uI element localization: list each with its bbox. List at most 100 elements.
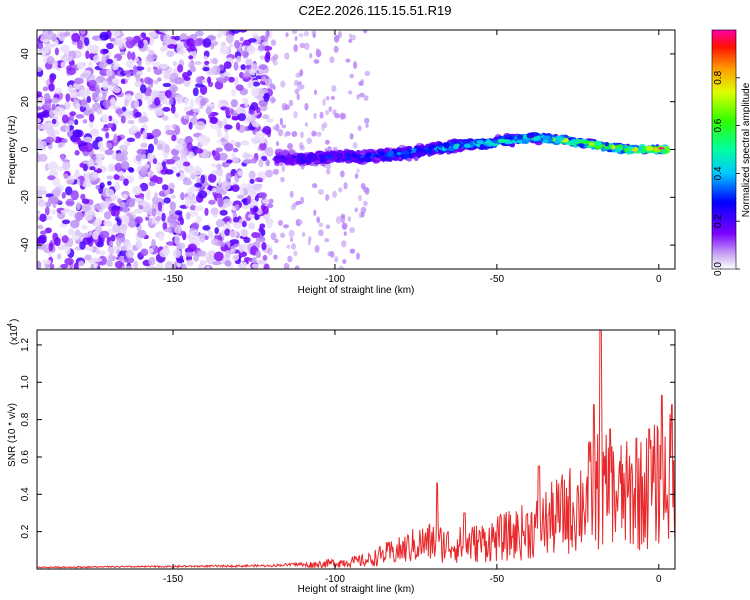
spectrogram-panel: -150 -100 -50 0 -40 -20 0 20 40 Height of straig… bbox=[7, 29, 676, 296]
spectrogram-noise-cell bbox=[287, 142, 294, 150]
spectrogram-noise-cell bbox=[251, 257, 257, 264]
spectrogram-ridge-cell bbox=[660, 148, 669, 155]
spectrogram-noise-cell bbox=[74, 119, 79, 126]
spectrogram-noise-cell bbox=[257, 44, 266, 52]
spectrogram-noise-cell bbox=[162, 106, 171, 112]
spectrogram-noise-cell bbox=[219, 209, 228, 216]
spectrogram-noise-cell bbox=[82, 119, 88, 124]
spectrogram-noise-cell bbox=[259, 223, 266, 229]
spectrogram-noise-cell bbox=[120, 245, 127, 252]
snr-y-tick-label: 1.0 bbox=[20, 375, 31, 389]
spectrogram-noise-cell bbox=[295, 200, 302, 205]
spectrogram-ridge-cell bbox=[485, 140, 493, 144]
spectrogram-noise-cell bbox=[286, 244, 291, 249]
spectrogram-noise-cell bbox=[199, 98, 207, 107]
spectrogram-noise-cell bbox=[125, 36, 134, 41]
spectrogram-noise-cell bbox=[225, 159, 233, 164]
spectrogram-noise-cell bbox=[147, 97, 153, 106]
spectrogram-noise-cell bbox=[164, 169, 174, 175]
spectrogram-noise-cell bbox=[107, 180, 112, 186]
spectrogram-noise-cell bbox=[192, 87, 199, 97]
spectrogram-noise-cell bbox=[176, 137, 186, 145]
spectrogram-noise-cell bbox=[210, 207, 219, 215]
spectrogram-noise-cell bbox=[304, 102, 309, 111]
spectrogram-noise-cell bbox=[216, 132, 223, 138]
spectrogram-noise-cell bbox=[68, 209, 76, 217]
spectrogram-noise-cell bbox=[68, 120, 74, 125]
spectrogram-noise-cell bbox=[76, 202, 81, 210]
spectrogram-noise-cell bbox=[132, 185, 142, 196]
spectrogram-noise-cell bbox=[121, 193, 128, 200]
spectrogram-noise-cell bbox=[240, 140, 250, 146]
spectrogram-ridge-cell bbox=[542, 135, 551, 141]
spectrogram-noise-cell bbox=[361, 206, 366, 212]
spectrogram-noise-cell bbox=[210, 238, 219, 246]
spectrogram-noise-cell bbox=[188, 169, 194, 175]
spectrogram-y-tick-label: 0 bbox=[20, 146, 31, 152]
spectrogram-noise-cell bbox=[45, 215, 54, 221]
spectrogram-ridge-cell bbox=[280, 157, 287, 163]
spectrogram-noise-cell bbox=[184, 115, 190, 120]
spectrogram-noise-cell bbox=[245, 64, 252, 70]
spectrogram-noise-cell bbox=[251, 231, 261, 239]
spectrogram-noise-cell bbox=[168, 96, 174, 105]
spectrogram-noise-cell bbox=[218, 120, 223, 129]
spectrogram-noise-cell bbox=[123, 70, 133, 75]
spectrogram-noise-cell bbox=[204, 235, 209, 241]
spectrogram-noise-cell bbox=[37, 118, 42, 124]
spectrogram-noise-cell bbox=[186, 259, 194, 267]
spectrogram-noise-cell bbox=[272, 168, 279, 175]
colorbar-label: Normalized spectral amplitude bbox=[741, 82, 750, 217]
spectrogram-noise-cell bbox=[159, 93, 164, 102]
spectrogram-noise-cell bbox=[213, 251, 224, 262]
spectrogram-noise-cell bbox=[194, 148, 204, 154]
spectrogram-ridge-cell bbox=[341, 155, 348, 160]
spectrogram-noise-cell bbox=[49, 75, 55, 84]
spectrogram-noise-cell bbox=[140, 153, 147, 160]
spectrogram-noise-cell bbox=[135, 239, 142, 250]
spectrogram-noise-cell bbox=[186, 142, 193, 151]
spectrogram-noise-cell bbox=[354, 173, 359, 179]
spectrogram-noise-cell bbox=[358, 81, 362, 86]
spectrogram-noise-cell bbox=[112, 208, 120, 217]
spectrogram-noise-cell bbox=[180, 192, 185, 201]
spectrogram-noise-cell bbox=[204, 207, 209, 217]
spectrogram-noise-cell bbox=[142, 130, 147, 141]
spectrogram-noise-cell bbox=[265, 159, 270, 167]
spectrogram-noise-cell bbox=[241, 261, 248, 269]
spectrogram-noise-cell bbox=[168, 182, 175, 191]
spectrogram-noise-cell bbox=[225, 172, 232, 181]
spectrogram-noise-cell bbox=[38, 234, 46, 245]
spectrogram-noise-cell bbox=[231, 116, 240, 121]
spectrogram-noise-cell bbox=[123, 215, 130, 225]
spectrogram-noise-cell bbox=[51, 97, 60, 104]
spectrogram-noise-cell bbox=[266, 203, 274, 209]
spectrogram-ridge-cell bbox=[463, 143, 471, 148]
spectrogram-noise-cell bbox=[88, 158, 94, 167]
spectrogram-noise-cell bbox=[343, 182, 348, 190]
spectrogram-noise-cell bbox=[64, 246, 71, 255]
spectrogram-noise-cell bbox=[228, 43, 234, 48]
spectrogram-noise-cell bbox=[248, 222, 256, 230]
spectrogram-noise-cell bbox=[266, 220, 273, 229]
spectrogram-noise-cell bbox=[242, 72, 251, 79]
spectrogram-noise-cell bbox=[147, 152, 154, 162]
spectrogram-noise-cell bbox=[103, 220, 108, 226]
spectrogram-noise-cell bbox=[124, 256, 135, 264]
spectrogram-noise-cell bbox=[60, 263, 69, 269]
spectrogram-noise-cell bbox=[290, 204, 297, 211]
spectrogram-noise-cell bbox=[114, 260, 123, 269]
spectrogram-noise-cell bbox=[78, 89, 88, 98]
spectrogram-noise-cell bbox=[350, 34, 356, 41]
spectrogram-noise-cell bbox=[262, 254, 268, 261]
spectrogram-noise-cell bbox=[263, 92, 270, 103]
spectrogram-noise-cell bbox=[238, 30, 248, 33]
spectrogram-noise-cell bbox=[199, 237, 206, 243]
spectrogram-noise-cell bbox=[265, 30, 270, 38]
spectrogram-noise-cell bbox=[126, 137, 135, 143]
spectrogram-ridge-cell bbox=[296, 152, 306, 159]
spectrogram-noise-cell bbox=[364, 70, 370, 77]
spectrogram-noise-cell bbox=[192, 108, 201, 113]
spectrogram-ridge-cell bbox=[525, 137, 531, 142]
spectrogram-noise-cell bbox=[129, 197, 136, 203]
